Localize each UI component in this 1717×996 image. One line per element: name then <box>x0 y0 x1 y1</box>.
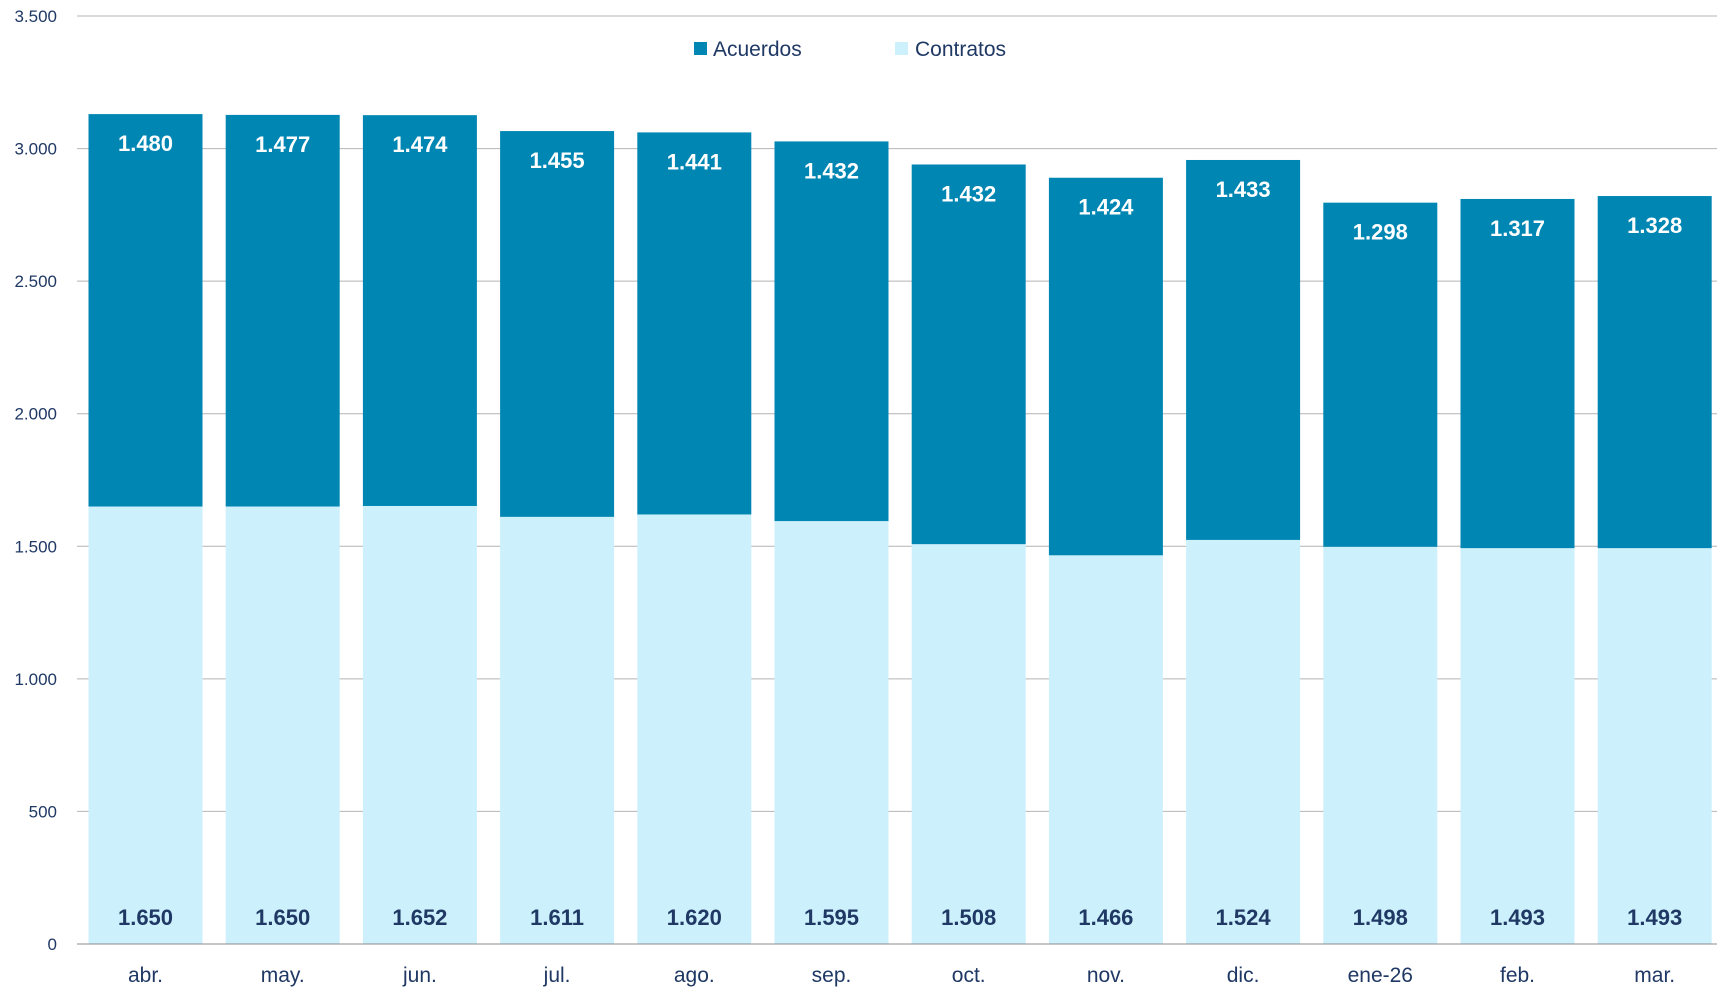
data-label-acuerdos: 1.432 <box>804 158 859 183</box>
data-label-contratos: 1.466 <box>1078 905 1133 930</box>
bar-contratos <box>774 521 889 944</box>
bar-contratos <box>1186 539 1301 944</box>
x-tick-label: nov. <box>1087 964 1125 987</box>
bar-contratos <box>88 506 203 944</box>
y-tick-label: 0 <box>48 935 57 954</box>
y-tick-label: 500 <box>29 802 57 821</box>
data-label-acuerdos: 1.424 <box>1078 195 1134 220</box>
data-label-contratos: 1.595 <box>804 905 859 930</box>
bar-contratos <box>500 516 615 944</box>
legend: Acuerdos Contratos <box>694 38 1006 61</box>
x-tick-label: oct. <box>952 964 986 987</box>
y-tick-label: 1.000 <box>14 670 57 689</box>
bar-contratos <box>911 544 1026 944</box>
data-label-acuerdos: 1.480 <box>118 131 173 156</box>
bar-acuerdos <box>362 115 477 506</box>
y-tick-label: 3.000 <box>14 140 57 159</box>
x-tick-label: may. <box>261 964 305 987</box>
data-label-acuerdos: 1.298 <box>1353 220 1408 245</box>
x-tick-label: ene-26 <box>1348 964 1413 987</box>
data-labels: 1.480 1.650 1.477 1.650 1.474 1.652 1.455 1.611… <box>118 131 1682 930</box>
x-tick-label: sep. <box>812 964 852 987</box>
bar-contratos <box>637 514 752 944</box>
bars <box>88 114 1712 944</box>
data-label-acuerdos: 1.433 <box>1216 177 1271 202</box>
bar-contratos <box>1048 555 1163 944</box>
x-tick-label: jul. <box>543 964 571 987</box>
data-label-contratos: 1.611 <box>530 905 584 930</box>
bar-acuerdos <box>1048 177 1163 556</box>
x-axis: abr. may. jun. jul. ago. sep. oct. nov. dic. ene-… <box>77 943 1717 987</box>
bar-acuerdos <box>500 131 615 517</box>
data-label-contratos: 1.508 <box>941 905 996 930</box>
x-tick-label: dic. <box>1227 964 1260 987</box>
legend-label-contratos: Contratos <box>915 38 1006 61</box>
bar-acuerdos <box>1323 202 1438 547</box>
y-tick-label: 2.500 <box>14 272 57 291</box>
data-label-acuerdos: 1.455 <box>530 148 585 173</box>
x-tick-label: mar. <box>1634 964 1675 987</box>
bar-acuerdos <box>774 141 889 522</box>
y-tick-label: 2.000 <box>14 405 57 424</box>
y-tick-label: 3.500 <box>14 7 57 26</box>
data-label-acuerdos: 1.477 <box>255 132 310 157</box>
data-label-acuerdos: 1.474 <box>392 132 448 157</box>
data-label-acuerdos: 1.432 <box>941 181 996 206</box>
data-label-contratos: 1.652 <box>392 905 447 930</box>
x-tick-label: jun. <box>402 964 437 987</box>
data-label-contratos: 1.493 <box>1490 905 1545 930</box>
data-label-contratos: 1.498 <box>1353 905 1408 930</box>
bar-acuerdos <box>911 164 1026 545</box>
bar-acuerdos <box>637 132 752 515</box>
bar-acuerdos <box>1186 159 1301 540</box>
x-tick-label: ago. <box>674 964 715 987</box>
data-label-acuerdos: 1.328 <box>1627 213 1682 238</box>
bar-contratos <box>1323 546 1438 944</box>
legend-label-acuerdos: Acuerdos <box>713 38 802 61</box>
data-label-acuerdos: 1.441 <box>667 149 722 174</box>
data-label-acuerdos: 1.317 <box>1490 216 1545 241</box>
data-label-contratos: 1.620 <box>667 905 722 930</box>
bar-acuerdos <box>1597 196 1712 549</box>
y-axis: 0 500 1.000 1.500 2.000 2.500 3.000 3.500 <box>14 7 57 954</box>
data-label-contratos: 1.650 <box>118 905 173 930</box>
data-label-contratos: 1.650 <box>255 905 310 930</box>
y-tick-label: 1.500 <box>14 537 57 556</box>
data-label-contratos: 1.524 <box>1216 905 1272 930</box>
bar-contratos <box>362 505 477 944</box>
legend-swatch-contratos <box>895 42 908 55</box>
bar-acuerdos <box>225 114 340 507</box>
data-label-contratos: 1.493 <box>1627 905 1682 930</box>
x-tick-label: abr. <box>128 964 163 987</box>
bar-acuerdos <box>88 114 203 507</box>
bar-contratos <box>1597 548 1712 944</box>
bar-contratos <box>1460 548 1575 944</box>
gridlines <box>77 15 1717 945</box>
legend-swatch-acuerdos <box>694 42 707 55</box>
bar-contratos <box>225 506 340 944</box>
x-tick-label: feb. <box>1500 964 1535 987</box>
bar-acuerdos <box>1460 198 1575 549</box>
